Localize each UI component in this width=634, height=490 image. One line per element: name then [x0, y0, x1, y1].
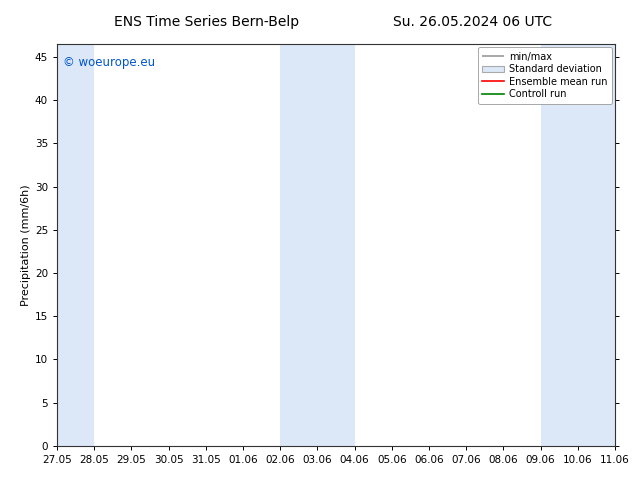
Y-axis label: Precipitation (mm/6h): Precipitation (mm/6h) — [21, 184, 30, 306]
Legend: min/max, Standard deviation, Ensemble mean run, Controll run: min/max, Standard deviation, Ensemble me… — [477, 47, 612, 104]
Bar — [57, 44, 94, 446]
Text: ENS Time Series Bern-Belp: ENS Time Series Bern-Belp — [114, 15, 299, 29]
Text: © woeurope.eu: © woeurope.eu — [63, 56, 155, 69]
Bar — [280, 44, 354, 446]
Text: Su. 26.05.2024 06 UTC: Su. 26.05.2024 06 UTC — [393, 15, 552, 29]
Bar — [541, 44, 615, 446]
